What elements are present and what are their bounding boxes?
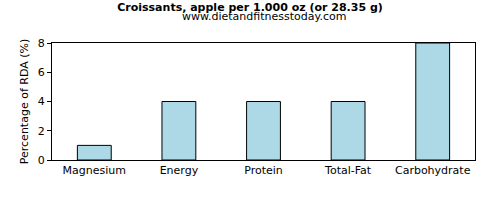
svg-text:Croissants, apple per 1.000 oz: Croissants, apple per 1.000 oz (or 28.35… bbox=[117, 1, 383, 14]
svg-text:0: 0 bbox=[38, 154, 45, 167]
svg-text:www.dietandfitnesstoday.com: www.dietandfitnesstoday.com bbox=[182, 10, 346, 23]
svg-text:Magnesium: Magnesium bbox=[63, 164, 126, 177]
svg-text:6: 6 bbox=[38, 66, 45, 79]
svg-text:2: 2 bbox=[38, 125, 45, 138]
svg-text:Total-Fat: Total-Fat bbox=[324, 164, 372, 177]
svg-text:4: 4 bbox=[38, 95, 45, 108]
svg-text:Percentage of RDA (%): Percentage of RDA (%) bbox=[18, 39, 31, 164]
svg-text:8: 8 bbox=[38, 37, 45, 50]
svg-text:Protein: Protein bbox=[244, 164, 283, 177]
svg-text:Carbohydrate: Carbohydrate bbox=[395, 164, 471, 177]
svg-text:Energy: Energy bbox=[160, 164, 199, 177]
